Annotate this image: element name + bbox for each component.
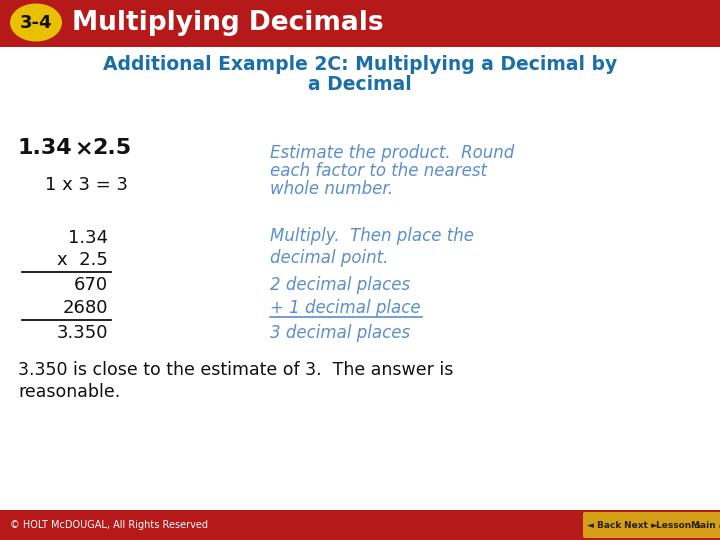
Text: 1 x 3 = 3: 1 x 3 = 3 — [45, 176, 128, 194]
Text: decimal point.: decimal point. — [270, 249, 388, 267]
Ellipse shape — [10, 3, 62, 42]
Text: 670: 670 — [74, 276, 108, 294]
Text: 3 decimal places: 3 decimal places — [270, 324, 410, 342]
Text: Estimate the product.  Round: Estimate the product. Round — [270, 144, 514, 162]
Text: 3.350: 3.350 — [56, 324, 108, 342]
Bar — [0, 510, 720, 540]
Text: 1.34: 1.34 — [68, 229, 108, 247]
Text: Next ►: Next ► — [624, 521, 658, 530]
Text: Multiply.  Then place the: Multiply. Then place the — [270, 227, 474, 245]
Text: a Decimal: a Decimal — [308, 76, 412, 94]
Text: 1.34: 1.34 — [18, 138, 73, 158]
Text: © HOLT McDOUGAL, All Rights Reserved: © HOLT McDOUGAL, All Rights Reserved — [10, 520, 208, 530]
Text: 2.5: 2.5 — [92, 138, 131, 158]
Text: 2 decimal places: 2 decimal places — [270, 276, 410, 294]
FancyBboxPatch shape — [583, 512, 625, 538]
Text: Main ⌂: Main ⌂ — [690, 521, 720, 530]
Text: ×: × — [74, 138, 93, 158]
Text: x  2.5: x 2.5 — [57, 251, 108, 269]
FancyBboxPatch shape — [654, 512, 703, 538]
Text: ◄ Back: ◄ Back — [587, 521, 621, 530]
Text: 3.350 is close to the estimate of 3.  The answer is: 3.350 is close to the estimate of 3. The… — [18, 361, 454, 379]
Text: whole number.: whole number. — [270, 180, 393, 198]
Text: + 1 decimal place: + 1 decimal place — [270, 299, 420, 317]
Bar — [0, 0, 720, 47]
Text: Lesson ⌂: Lesson ⌂ — [656, 521, 701, 530]
Text: 3-4: 3-4 — [19, 14, 53, 31]
Text: 2680: 2680 — [63, 299, 108, 317]
FancyBboxPatch shape — [687, 512, 720, 538]
Text: each factor to the nearest: each factor to the nearest — [270, 162, 487, 180]
Text: Multiplying Decimals: Multiplying Decimals — [72, 10, 384, 36]
Text: reasonable.: reasonable. — [18, 383, 120, 401]
FancyBboxPatch shape — [620, 512, 662, 538]
Text: Additional Example 2C: Multiplying a Decimal by: Additional Example 2C: Multiplying a Dec… — [103, 55, 617, 73]
